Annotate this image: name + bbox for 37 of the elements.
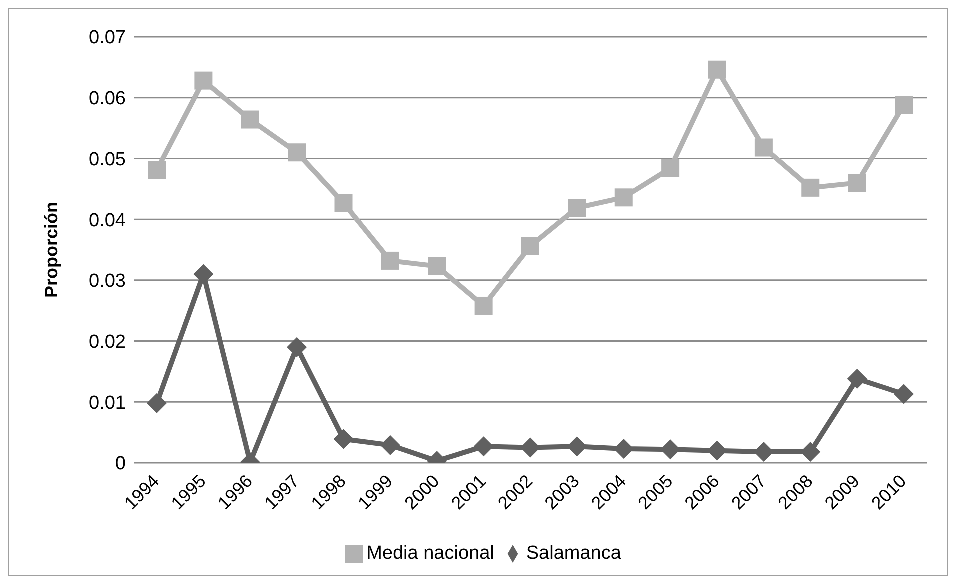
y-axis-title: Proporción [41, 202, 62, 298]
point [895, 96, 913, 114]
point [288, 144, 306, 162]
point [474, 436, 494, 457]
point [194, 264, 214, 284]
point [147, 393, 167, 414]
point [381, 252, 400, 270]
y-tick-label: 0.02 [89, 332, 126, 354]
point [848, 174, 866, 192]
y-tick-label: 0.01 [89, 392, 126, 414]
point [568, 199, 586, 218]
y-tick-label: 0 [115, 454, 126, 475]
point [520, 438, 540, 458]
y-tick-label: 0.06 [89, 88, 126, 110]
point [334, 194, 353, 212]
y-tick-label: 0.05 [89, 149, 126, 170]
point [522, 237, 540, 256]
y-tick-label: 0.04 [89, 210, 126, 232]
y-tick-label: 0.07 [89, 28, 126, 49]
point [708, 60, 726, 79]
legend-label: Media nacional [366, 543, 494, 564]
y-tick-label: 0.03 [89, 271, 126, 292]
point [287, 337, 308, 358]
point [148, 161, 166, 180]
point [428, 257, 446, 276]
point [614, 188, 633, 207]
point [241, 110, 260, 129]
point [194, 72, 213, 90]
legend-label: Salamanca [526, 543, 622, 564]
point [380, 435, 400, 456]
point [802, 178, 820, 197]
point [662, 159, 680, 178]
point [847, 369, 868, 390]
point [474, 296, 493, 315]
point [334, 429, 354, 450]
point [754, 138, 773, 157]
point [894, 384, 914, 404]
